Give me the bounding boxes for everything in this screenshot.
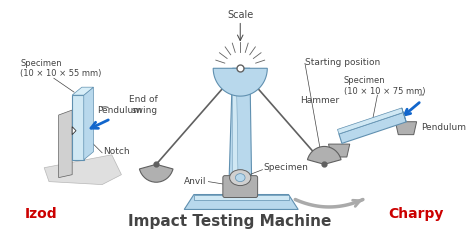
Polygon shape xyxy=(213,68,267,96)
Text: Charpy: Charpy xyxy=(388,207,444,221)
Text: End of
swing: End of swing xyxy=(129,95,158,115)
Text: Starting position: Starting position xyxy=(305,58,380,67)
Text: Hammer: Hammer xyxy=(300,96,339,105)
Polygon shape xyxy=(84,87,93,160)
Wedge shape xyxy=(308,146,341,164)
Polygon shape xyxy=(184,194,298,209)
Text: Scale: Scale xyxy=(227,10,254,20)
Polygon shape xyxy=(337,108,403,134)
Polygon shape xyxy=(402,108,406,122)
Text: Pendulum: Pendulum xyxy=(421,123,466,132)
Wedge shape xyxy=(139,164,173,182)
Text: Notch: Notch xyxy=(103,147,130,156)
Text: Impact Testing Machine: Impact Testing Machine xyxy=(128,214,331,229)
Polygon shape xyxy=(328,144,350,157)
Text: Anvil: Anvil xyxy=(184,177,207,186)
Polygon shape xyxy=(339,113,406,143)
Polygon shape xyxy=(59,110,72,178)
Polygon shape xyxy=(395,122,417,135)
FancyBboxPatch shape xyxy=(223,176,258,197)
Text: Izod: Izod xyxy=(25,207,57,221)
Text: Specimen: Specimen xyxy=(264,163,308,172)
Polygon shape xyxy=(72,87,93,95)
Ellipse shape xyxy=(236,174,245,182)
Polygon shape xyxy=(72,127,76,135)
Polygon shape xyxy=(233,68,238,194)
Polygon shape xyxy=(228,68,252,194)
Text: Specimen
(10 × 10 × 75 mm): Specimen (10 × 10 × 75 mm) xyxy=(344,77,425,96)
Ellipse shape xyxy=(229,170,251,186)
Bar xyxy=(72,95,84,160)
Text: Specimen
(10 × 10 × 55 mm): Specimen (10 × 10 × 55 mm) xyxy=(20,58,101,78)
Polygon shape xyxy=(194,194,289,200)
Text: Pendulum: Pendulum xyxy=(97,106,142,114)
Polygon shape xyxy=(44,155,121,185)
